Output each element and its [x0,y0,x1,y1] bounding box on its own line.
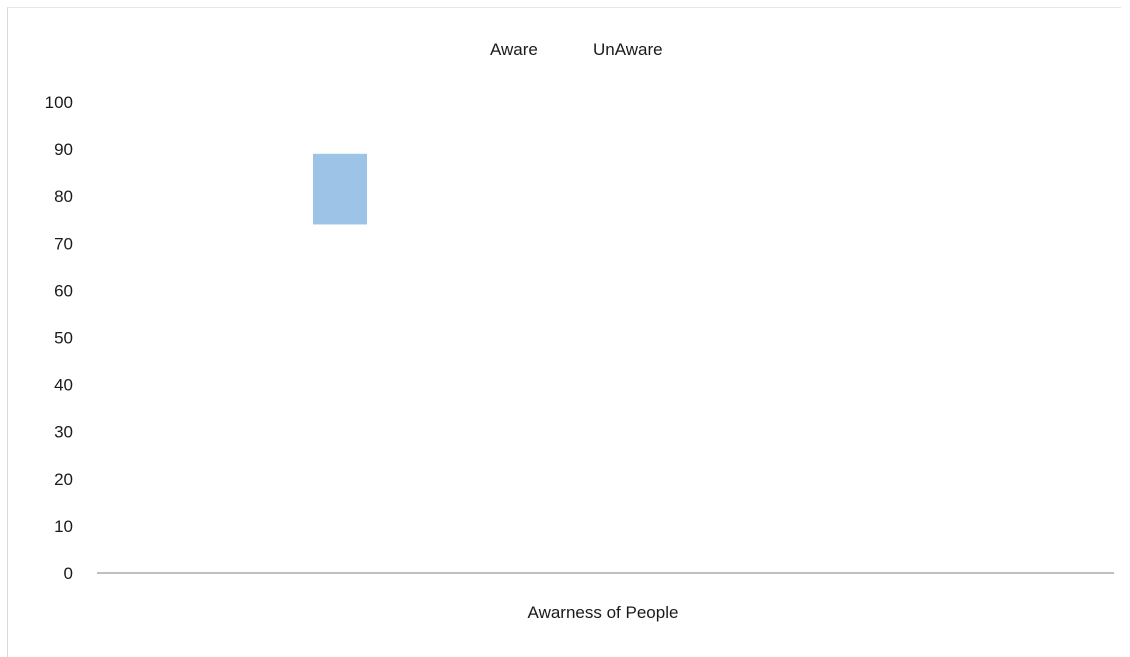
y-tick-label-20: 20 [54,470,73,489]
y-tick-label-30: 30 [54,423,73,442]
legend-label-unaware: UnAware [593,40,663,59]
x-axis-label: Awarness of People [528,603,679,622]
y-tick-label-90: 90 [54,140,73,159]
y-tick-label-80: 80 [54,187,73,206]
legend-label-aware: Aware [490,40,538,59]
bar-aware [313,153,367,225]
y-tick-label-60: 60 [54,281,73,300]
y-tick-label-0: 0 [64,564,73,583]
y-tick-label-40: 40 [54,376,73,395]
y-tick-label-10: 10 [54,517,73,536]
y-tick-label-50: 50 [54,329,73,348]
y-axis-ticks: 0 10 20 30 40 50 60 70 80 90 100 [45,93,73,583]
y-tick-label-100: 100 [45,93,73,112]
legend: Aware UnAware [490,40,663,59]
y-tick-label-70: 70 [54,234,73,253]
bars [313,153,367,225]
chart-frame [7,7,1121,657]
